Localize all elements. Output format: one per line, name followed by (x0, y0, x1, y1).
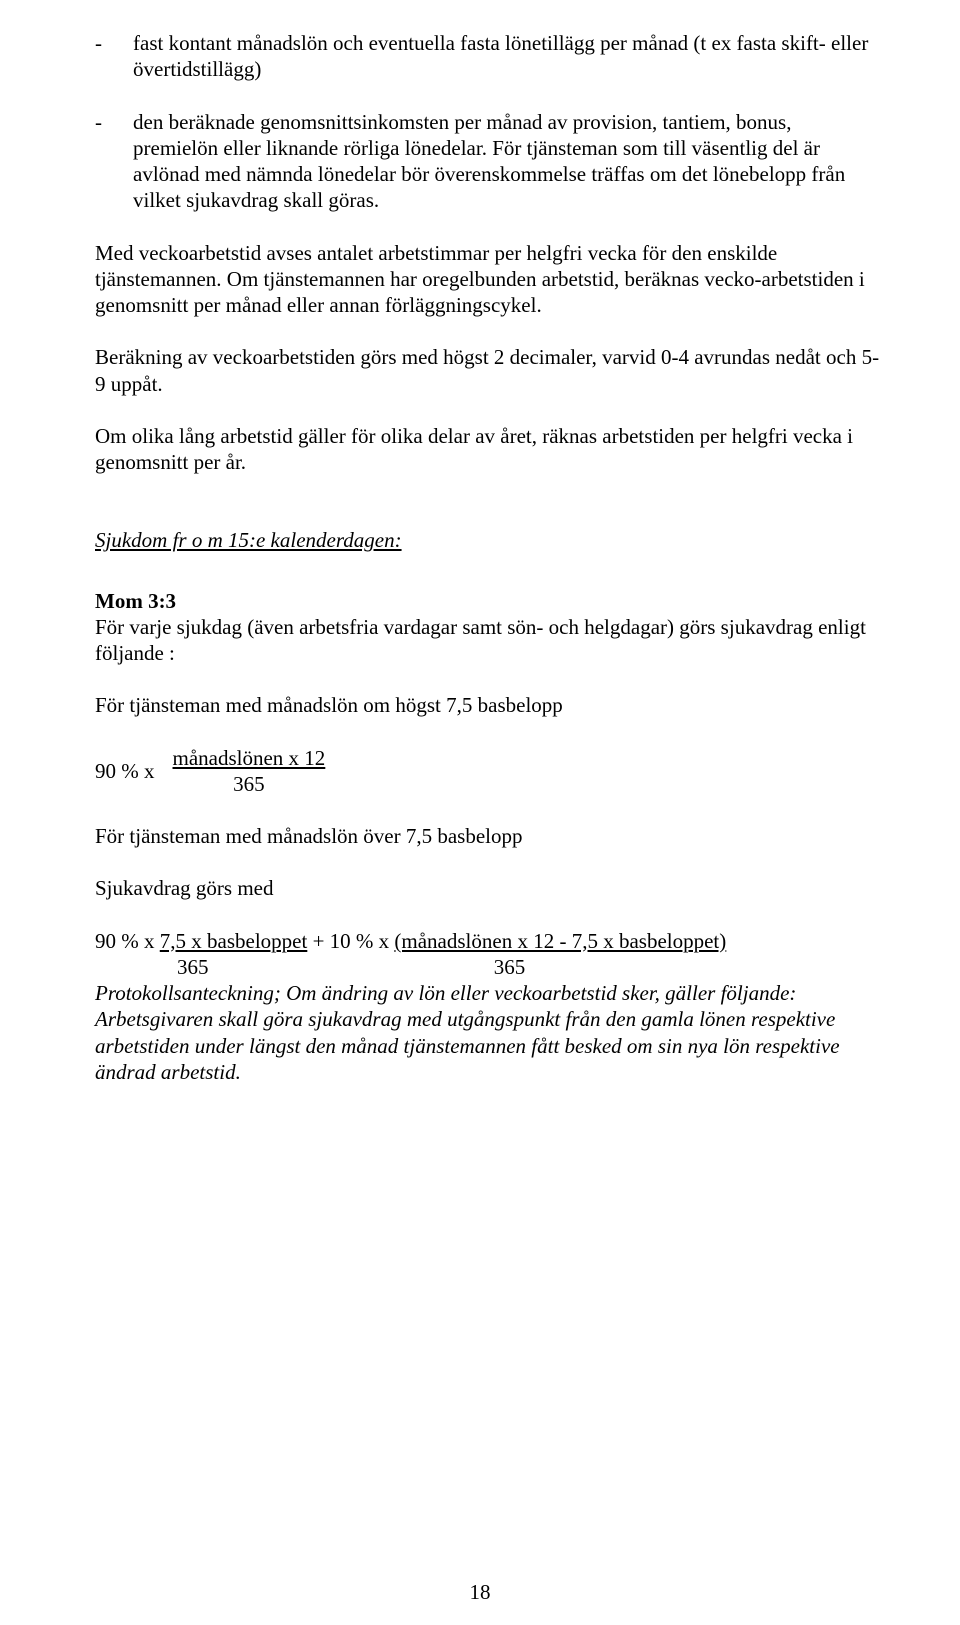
denominator: 365 (171, 771, 328, 797)
page-number: 18 (0, 1579, 960, 1605)
bullet-list: fast kontant månadslön och eventuella fa… (95, 30, 880, 214)
formula-line: 90 % x 7,5 x basbeloppet + 10 % x (månad… (95, 928, 880, 954)
paragraph: Med veckoarbetstid avses antalet arbetst… (95, 240, 880, 319)
paragraph: Sjukavdrag görs med (95, 875, 880, 901)
paragraph: Beräkning av veckoarbetstiden görs med h… (95, 344, 880, 397)
document-page: fast kontant månadslön och eventuella fa… (0, 0, 960, 1625)
formula-text: 90 % x (95, 929, 160, 953)
list-item: den beräknade genomsnittsinkomsten per m… (95, 109, 880, 214)
fraction: månadslönen x 12 365 (171, 745, 328, 798)
formula-prefix: 90 % x (95, 758, 155, 784)
protocol-lead: Protokollsanteckning; (95, 981, 281, 1005)
paragraph: För varje sjukdag (även arbetsfria varda… (95, 614, 880, 667)
formula: 90 % x månadslönen x 12 365 (95, 745, 880, 798)
list-item: fast kontant månadslön och eventuella fa… (95, 30, 880, 83)
section-heading: Sjukdom fr o m 15:e kalenderdagen: (95, 527, 880, 553)
numerator: 7,5 x basbeloppet (160, 929, 308, 953)
numerator: (månadslönen x 12 - 7,5 x basbeloppet) (394, 929, 726, 953)
numerator: månadslönen x 12 (171, 745, 328, 771)
denominator: 365 (494, 955, 526, 979)
protocol-note: Protokollsanteckning; Om ändring av lön … (95, 980, 880, 1085)
paragraph: För tjänsteman med månadslön om högst 7,… (95, 692, 880, 718)
paragraph: Om olika lång arbetstid gäller för olika… (95, 423, 880, 476)
denominator: 365 (177, 955, 209, 979)
paragraph: För tjänsteman med månadslön över 7,5 ba… (95, 823, 880, 849)
formula-line: 365 365 (95, 954, 880, 980)
formula-text: + 10 % x (307, 929, 394, 953)
formula: 90 % x 7,5 x basbeloppet + 10 % x (månad… (95, 928, 880, 981)
subsection-heading: Mom 3:3 (95, 588, 880, 614)
